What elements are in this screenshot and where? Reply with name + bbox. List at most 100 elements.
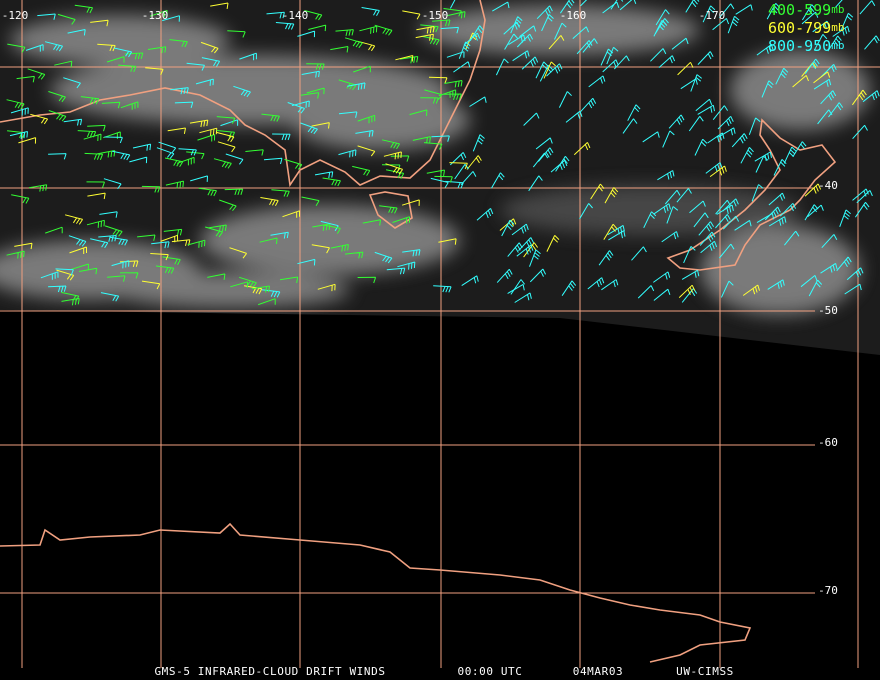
wind-barb bbox=[529, 249, 541, 267]
wind-barb bbox=[572, 26, 590, 39]
wind-barb bbox=[330, 244, 349, 252]
longitude-label: -130 bbox=[142, 9, 169, 22]
wind-barb bbox=[279, 276, 299, 283]
wind-barb bbox=[261, 113, 280, 122]
wind-barb bbox=[335, 29, 354, 37]
wind-barb bbox=[416, 26, 435, 34]
wind-barb bbox=[661, 231, 679, 243]
wind-barb bbox=[813, 78, 832, 90]
wind-barb bbox=[637, 285, 655, 299]
wind-barb bbox=[297, 258, 316, 266]
wind-barb bbox=[836, 256, 852, 272]
wind-barb bbox=[162, 256, 181, 266]
wind-barb bbox=[535, 61, 549, 79]
wind-barb bbox=[300, 92, 320, 99]
wind-barb bbox=[320, 220, 339, 232]
wind-barb bbox=[395, 55, 414, 62]
wind-barb bbox=[573, 142, 591, 156]
wind-barb bbox=[461, 275, 479, 287]
wind-barb bbox=[7, 43, 26, 53]
wind-barb bbox=[312, 223, 331, 231]
wind-barb bbox=[846, 267, 864, 281]
wind-barb bbox=[230, 281, 249, 288]
wind-barb bbox=[851, 89, 867, 106]
wind-barb bbox=[311, 244, 330, 254]
wind-barb bbox=[454, 164, 469, 180]
wind-barb bbox=[579, 203, 593, 220]
wind-barb bbox=[225, 153, 244, 165]
longitude-label: -170 bbox=[699, 9, 726, 22]
wind-barb bbox=[401, 199, 420, 206]
wind-barb bbox=[598, 250, 614, 266]
wind-barb bbox=[359, 25, 378, 34]
wind-barb bbox=[588, 75, 606, 88]
wind-barb bbox=[137, 234, 156, 241]
wind-barb bbox=[163, 228, 183, 236]
wind-barb bbox=[402, 10, 421, 20]
wind-barb bbox=[756, 44, 774, 56]
wind-barb bbox=[97, 150, 116, 158]
wind-barb bbox=[64, 214, 84, 225]
wind-barb bbox=[804, 58, 820, 74]
wind-barb bbox=[426, 169, 445, 177]
wind-barb bbox=[430, 177, 449, 188]
wind-barb bbox=[727, 15, 740, 34]
wind-barb bbox=[693, 212, 709, 228]
wind-barb bbox=[111, 260, 130, 269]
wind-barb bbox=[565, 110, 583, 123]
legend-range: 400-599 bbox=[768, 1, 831, 19]
wind-barb bbox=[124, 52, 144, 60]
wind-barb bbox=[685, 0, 700, 13]
wind-barb bbox=[709, 165, 727, 178]
latitude-label: -70 bbox=[818, 584, 838, 597]
legend-entry: 400-599mb bbox=[768, 1, 844, 19]
wind-barb bbox=[306, 87, 325, 95]
wind-barb bbox=[10, 107, 29, 116]
wind-barb bbox=[864, 35, 880, 50]
wind-barb bbox=[443, 93, 462, 100]
wind-barb bbox=[56, 269, 75, 281]
wind-barb bbox=[383, 151, 402, 160]
wind-barb bbox=[379, 205, 398, 214]
wind-barb bbox=[804, 183, 822, 197]
wind-barb bbox=[558, 91, 572, 108]
wind-barb bbox=[516, 33, 534, 48]
wind-barb bbox=[160, 234, 179, 243]
wind-barb bbox=[167, 127, 186, 134]
legend-entry: 800-950mb bbox=[768, 37, 844, 55]
wind-barb bbox=[717, 115, 734, 130]
wind-barb bbox=[216, 116, 236, 124]
wind-barb bbox=[768, 192, 786, 206]
wind-barb bbox=[275, 22, 295, 30]
wind-barb bbox=[469, 96, 487, 107]
wind-barb bbox=[666, 206, 679, 224]
wind-barb bbox=[536, 5, 553, 20]
wind-barb bbox=[109, 236, 128, 246]
wind-barb bbox=[428, 76, 448, 84]
wind-barb bbox=[87, 192, 106, 200]
wind-barb bbox=[587, 277, 605, 290]
wind-barb bbox=[344, 37, 363, 49]
wind-barb bbox=[178, 148, 197, 156]
wind-barb bbox=[301, 70, 320, 78]
wind-barb bbox=[695, 98, 713, 112]
wind-barb bbox=[511, 223, 529, 236]
wind-barb bbox=[306, 63, 325, 70]
wind-barb bbox=[149, 9, 168, 18]
wind-barb bbox=[550, 159, 568, 173]
wind-barb bbox=[63, 77, 81, 89]
wind-barb bbox=[251, 285, 270, 293]
wind-barb bbox=[800, 275, 818, 288]
wind-barb bbox=[817, 109, 833, 125]
wind-barb bbox=[707, 132, 725, 144]
wind-barb bbox=[754, 151, 772, 162]
wind-barb bbox=[150, 253, 169, 261]
latitude-labels: -40 -50 -60 -70 bbox=[818, 179, 838, 597]
wind-barb bbox=[16, 75, 35, 83]
wind-barb bbox=[528, 175, 543, 192]
wind-barb bbox=[784, 230, 800, 246]
wind-barb bbox=[68, 235, 87, 247]
wind-barb bbox=[458, 41, 471, 59]
wind-barb bbox=[607, 224, 625, 236]
